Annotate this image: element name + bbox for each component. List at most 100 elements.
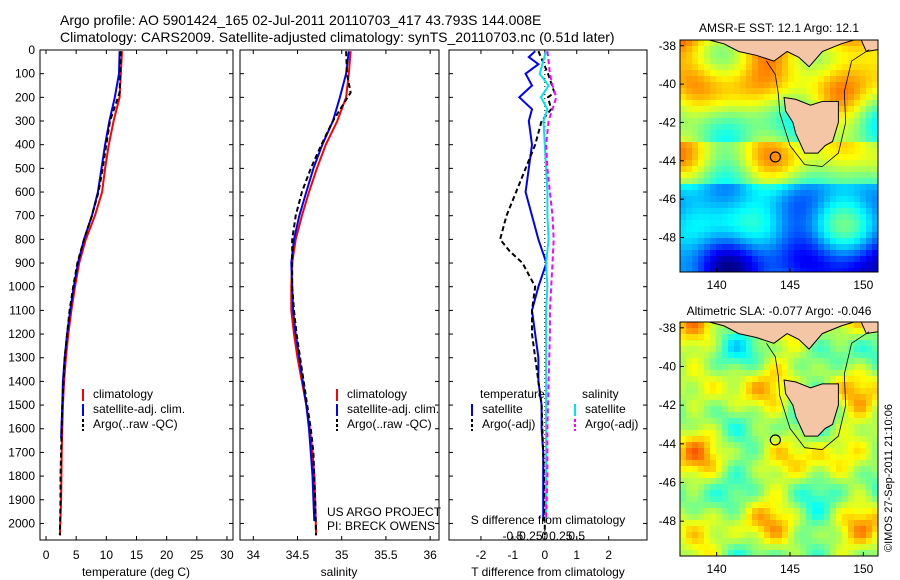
map-cell bbox=[686, 490, 692, 496]
map-cell bbox=[740, 118, 746, 124]
map-cell bbox=[770, 400, 776, 406]
map-cell bbox=[716, 340, 722, 346]
map-cell bbox=[824, 508, 830, 514]
map-cell bbox=[836, 208, 842, 214]
map-cell bbox=[776, 268, 782, 272]
map-cell bbox=[824, 376, 830, 382]
map-cell bbox=[764, 502, 770, 508]
map-cell bbox=[740, 538, 746, 544]
map-cell bbox=[842, 520, 848, 526]
map-cell bbox=[830, 190, 836, 196]
map-cell bbox=[692, 208, 698, 214]
map-cell bbox=[860, 148, 866, 154]
map-cell bbox=[770, 538, 776, 544]
map-cell bbox=[716, 220, 722, 226]
map-cell bbox=[872, 250, 878, 256]
map-cell bbox=[704, 370, 710, 376]
map-cell bbox=[746, 544, 752, 550]
map-cell bbox=[740, 466, 746, 472]
map-cell bbox=[806, 202, 812, 208]
map-cell bbox=[728, 490, 734, 496]
map-cell bbox=[758, 160, 764, 166]
map-cell bbox=[782, 412, 788, 418]
map-cell bbox=[710, 166, 716, 172]
map-cell bbox=[752, 550, 758, 556]
map-cell bbox=[794, 448, 800, 454]
map-cell bbox=[872, 502, 878, 508]
map-cell bbox=[704, 178, 710, 184]
map-cell bbox=[836, 112, 842, 118]
map-cell bbox=[848, 478, 854, 484]
map-cell bbox=[698, 82, 704, 88]
map-cell bbox=[812, 58, 818, 64]
map-cell bbox=[812, 346, 818, 352]
map-cell bbox=[698, 124, 704, 130]
map-cell bbox=[860, 490, 866, 496]
map-cell bbox=[866, 160, 872, 166]
map-cell bbox=[812, 100, 818, 106]
map-cell bbox=[752, 412, 758, 418]
map-cell bbox=[812, 520, 818, 526]
map-cell bbox=[692, 550, 698, 556]
map-cell bbox=[842, 334, 848, 340]
map-cell bbox=[842, 160, 848, 166]
map-cell bbox=[848, 100, 854, 106]
map-cell bbox=[848, 388, 854, 394]
map-cell bbox=[680, 406, 686, 412]
map-cell bbox=[812, 472, 818, 478]
map-cell bbox=[776, 460, 782, 466]
map-cell bbox=[710, 394, 716, 400]
map-cell bbox=[734, 268, 740, 272]
map-cell bbox=[818, 70, 824, 76]
map-cell bbox=[680, 106, 686, 112]
map-cell bbox=[740, 448, 746, 454]
map-cell bbox=[866, 82, 872, 88]
map-cell bbox=[842, 412, 848, 418]
map-cell bbox=[824, 238, 830, 244]
map-cell bbox=[734, 388, 740, 394]
map-cell bbox=[722, 262, 728, 268]
map-cell bbox=[764, 376, 770, 382]
map-cell bbox=[758, 106, 764, 112]
map-cell bbox=[854, 178, 860, 184]
map-cell bbox=[692, 370, 698, 376]
temperature-x-tick-label: 10 bbox=[100, 548, 114, 562]
map-cell bbox=[806, 364, 812, 370]
map-cell bbox=[680, 394, 686, 400]
map-cell bbox=[746, 538, 752, 544]
map-cell bbox=[836, 502, 842, 508]
map-cell bbox=[704, 538, 710, 544]
map-cell bbox=[722, 430, 728, 436]
map-cell bbox=[800, 514, 806, 520]
map-cell bbox=[800, 76, 806, 82]
map-cell bbox=[710, 400, 716, 406]
map-cell bbox=[872, 544, 878, 550]
map-cell bbox=[704, 358, 710, 364]
map-cell bbox=[848, 340, 854, 346]
map-cell bbox=[794, 208, 800, 214]
map-cell bbox=[866, 232, 872, 238]
map-cell bbox=[728, 184, 734, 190]
map-cell bbox=[746, 340, 752, 346]
map-cell bbox=[824, 346, 830, 352]
map-cell bbox=[776, 394, 782, 400]
map-cell bbox=[716, 112, 722, 118]
map-cell bbox=[764, 250, 770, 256]
map-cell bbox=[752, 460, 758, 466]
map-cell bbox=[734, 406, 740, 412]
map-cell bbox=[860, 220, 866, 226]
temperature-series-argo-raw-qc- bbox=[58, 51, 122, 536]
map-cell bbox=[686, 460, 692, 466]
map-cell bbox=[824, 514, 830, 520]
map-cell bbox=[842, 340, 848, 346]
map-cell bbox=[716, 526, 722, 532]
map-cell bbox=[728, 76, 734, 82]
map-cell bbox=[722, 364, 728, 370]
map-cell bbox=[764, 370, 770, 376]
map-cell bbox=[836, 76, 842, 82]
map-cell bbox=[698, 232, 704, 238]
map-cell bbox=[872, 166, 878, 172]
map-cell bbox=[752, 394, 758, 400]
map-cell bbox=[854, 400, 860, 406]
map-cell bbox=[788, 424, 794, 430]
